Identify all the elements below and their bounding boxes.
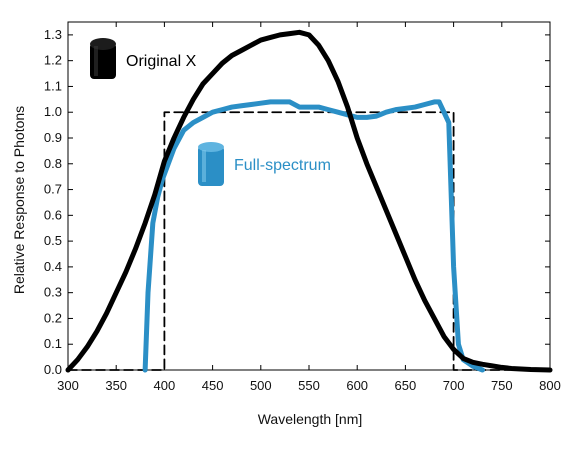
series-label-full-spectrum: Full-spectrum — [234, 157, 331, 174]
y-tick-label: 0.5 — [44, 233, 62, 248]
y-tick-label: 0.7 — [44, 182, 62, 197]
x-tick-label: 400 — [154, 378, 176, 393]
plot-area — [67, 21, 551, 371]
x-tick-label: 450 — [202, 378, 224, 393]
y-tick-label: 0.3 — [44, 285, 62, 300]
y-tick-label: 0.8 — [44, 156, 62, 171]
y-tick-label: 1.0 — [44, 104, 62, 119]
y-tick-label: 0.4 — [44, 259, 62, 274]
x-tick-label: 750 — [491, 378, 513, 393]
blue-sensor-icon — [198, 142, 224, 186]
y-tick-label: 0.0 — [44, 362, 62, 377]
y-tick-label: 0.6 — [44, 207, 62, 222]
x-tick-label: 650 — [395, 378, 417, 393]
x-tick-label: 500 — [250, 378, 272, 393]
x-tick-label: 700 — [443, 378, 465, 393]
y-tick-label: 0.2 — [44, 310, 62, 325]
series-line-ideal-response — [67, 111, 551, 371]
series-label-original-x: Original X — [126, 53, 197, 70]
x-tick-label: 350 — [105, 378, 127, 393]
y-tick-label: 0.9 — [44, 130, 62, 145]
y-axis-ticks: 0.0 0.1 0.2 0.3 0.4 0.5 0.6 0.7 0.8 0.9 1.0 1.1 1.2 1… — [44, 27, 550, 377]
series-line-full-spectrum — [142, 99, 486, 373]
y-tick-label: 1.3 — [44, 27, 62, 42]
x-tick-label: 800 — [539, 378, 561, 393]
x-axis-label: Wavelength [nm] — [258, 411, 363, 427]
y-axis-label: Relative Response to Photons — [11, 106, 27, 294]
x-tick-label: 300 — [57, 378, 79, 393]
x-tick-label: 550 — [298, 378, 320, 393]
y-tick-label: 1.2 — [44, 53, 62, 68]
x-axis-ticks: 300 350 400 450 500 550 600 650 700 750 800 — [57, 22, 561, 393]
y-tick-label: 0.1 — [44, 336, 62, 351]
y-tick-label: 1.1 — [44, 78, 62, 93]
series-line-original-x — [65, 29, 553, 373]
series-layer — [65, 29, 553, 373]
black-sensor-icon — [90, 38, 116, 79]
x-tick-label: 600 — [346, 378, 368, 393]
